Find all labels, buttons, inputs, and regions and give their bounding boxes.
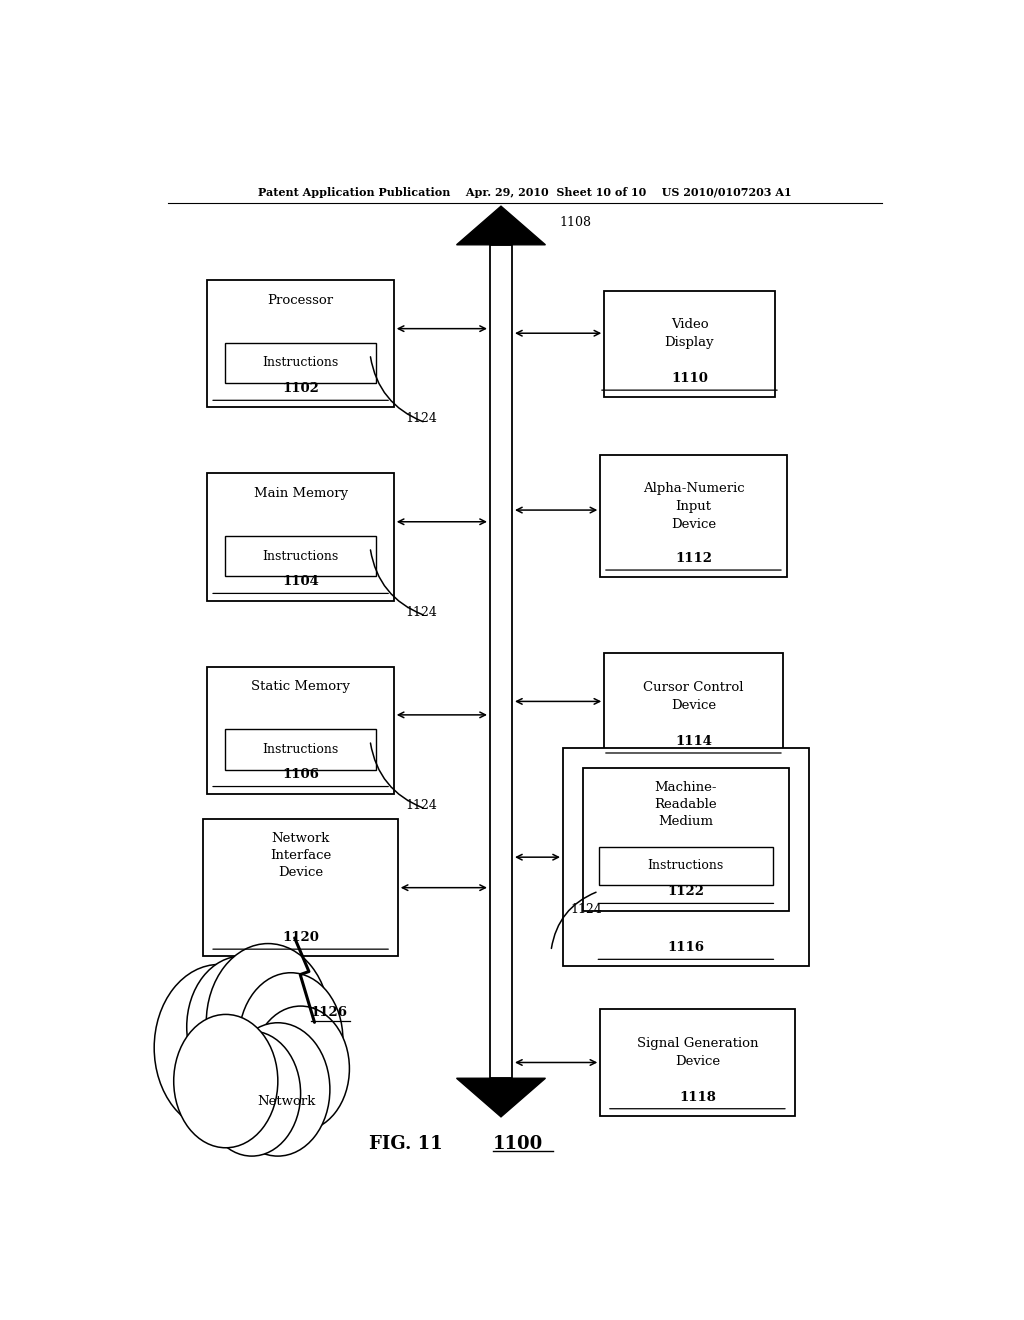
Text: FIG. 11: FIG. 11	[369, 1135, 442, 1154]
Text: 1104: 1104	[283, 576, 319, 589]
Circle shape	[252, 1006, 349, 1131]
Text: Video
Display: Video Display	[665, 318, 715, 350]
Text: 1112: 1112	[675, 552, 712, 565]
Text: 1108: 1108	[560, 216, 592, 230]
Text: Network: Network	[257, 1094, 316, 1107]
Bar	[563, 748, 809, 966]
Text: 1122: 1122	[668, 886, 705, 899]
Bar	[207, 280, 394, 408]
Text: 1126: 1126	[310, 1006, 347, 1019]
Circle shape	[186, 956, 297, 1098]
Text: 1124: 1124	[406, 799, 437, 812]
Text: 1116: 1116	[668, 941, 705, 954]
Text: Machine-
Readable
Medium: Machine- Readable Medium	[654, 781, 717, 829]
Text: Instructions: Instructions	[648, 859, 724, 873]
Circle shape	[206, 944, 330, 1102]
Bar	[207, 474, 394, 601]
Bar	[604, 653, 782, 760]
Bar	[604, 290, 775, 397]
Circle shape	[174, 1014, 278, 1148]
Bar	[489, 244, 512, 1078]
Text: Instructions: Instructions	[262, 549, 339, 562]
Text: Cursor Control
Device: Cursor Control Device	[643, 681, 743, 711]
Bar	[225, 343, 377, 383]
Polygon shape	[457, 1078, 546, 1117]
Text: 1106: 1106	[283, 768, 319, 781]
Polygon shape	[457, 206, 546, 244]
Text: Instructions: Instructions	[262, 356, 339, 370]
Text: Network
Interface
Device: Network Interface Device	[270, 833, 331, 879]
Bar	[600, 1008, 795, 1115]
Text: Main Memory: Main Memory	[254, 487, 348, 500]
FancyArrowPatch shape	[551, 892, 596, 949]
Text: 1110: 1110	[671, 372, 708, 385]
Text: Alpha-Numeric
Input
Device: Alpha-Numeric Input Device	[643, 482, 744, 531]
Text: 1102: 1102	[283, 383, 319, 395]
Text: 1118: 1118	[679, 1090, 716, 1104]
Text: Signal Generation
Device: Signal Generation Device	[637, 1036, 758, 1068]
Bar	[583, 768, 790, 911]
Text: 1100: 1100	[494, 1135, 544, 1154]
Circle shape	[239, 973, 343, 1106]
FancyArrowPatch shape	[371, 356, 423, 421]
Bar	[207, 667, 394, 793]
Bar	[225, 729, 377, 770]
FancyArrowPatch shape	[371, 550, 423, 615]
Bar	[204, 818, 397, 956]
Circle shape	[203, 1031, 301, 1156]
Circle shape	[225, 1023, 330, 1156]
Text: Instructions: Instructions	[262, 743, 339, 755]
FancyArrowPatch shape	[371, 743, 423, 808]
Text: 1124: 1124	[570, 903, 603, 916]
Bar	[599, 846, 773, 886]
Bar	[600, 455, 786, 577]
Text: 1124: 1124	[406, 412, 437, 425]
Bar	[225, 536, 377, 577]
Text: 1120: 1120	[283, 931, 319, 944]
Text: Static Memory: Static Memory	[251, 680, 350, 693]
Text: Patent Application Publication    Apr. 29, 2010  Sheet 10 of 10    US 2010/01072: Patent Application Publication Apr. 29, …	[258, 187, 792, 198]
Text: 1114: 1114	[675, 735, 712, 748]
Text: Processor: Processor	[267, 293, 334, 306]
Circle shape	[155, 965, 285, 1131]
Text: 1124: 1124	[406, 606, 437, 619]
